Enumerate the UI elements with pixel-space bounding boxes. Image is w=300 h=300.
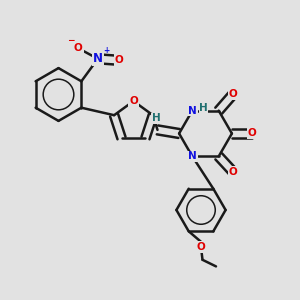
Text: −: − — [67, 36, 75, 45]
Text: O: O — [196, 242, 206, 252]
Text: H: H — [199, 103, 208, 113]
Text: N: N — [188, 152, 197, 161]
Text: O: O — [229, 89, 238, 99]
Text: O: O — [74, 43, 83, 53]
Text: O: O — [129, 96, 138, 106]
Text: H: H — [152, 113, 160, 124]
Text: N: N — [188, 106, 197, 116]
Text: O: O — [115, 55, 123, 65]
Text: O: O — [229, 167, 238, 177]
Text: O: O — [248, 128, 257, 139]
Text: +: + — [103, 46, 110, 55]
Text: N: N — [93, 52, 103, 65]
